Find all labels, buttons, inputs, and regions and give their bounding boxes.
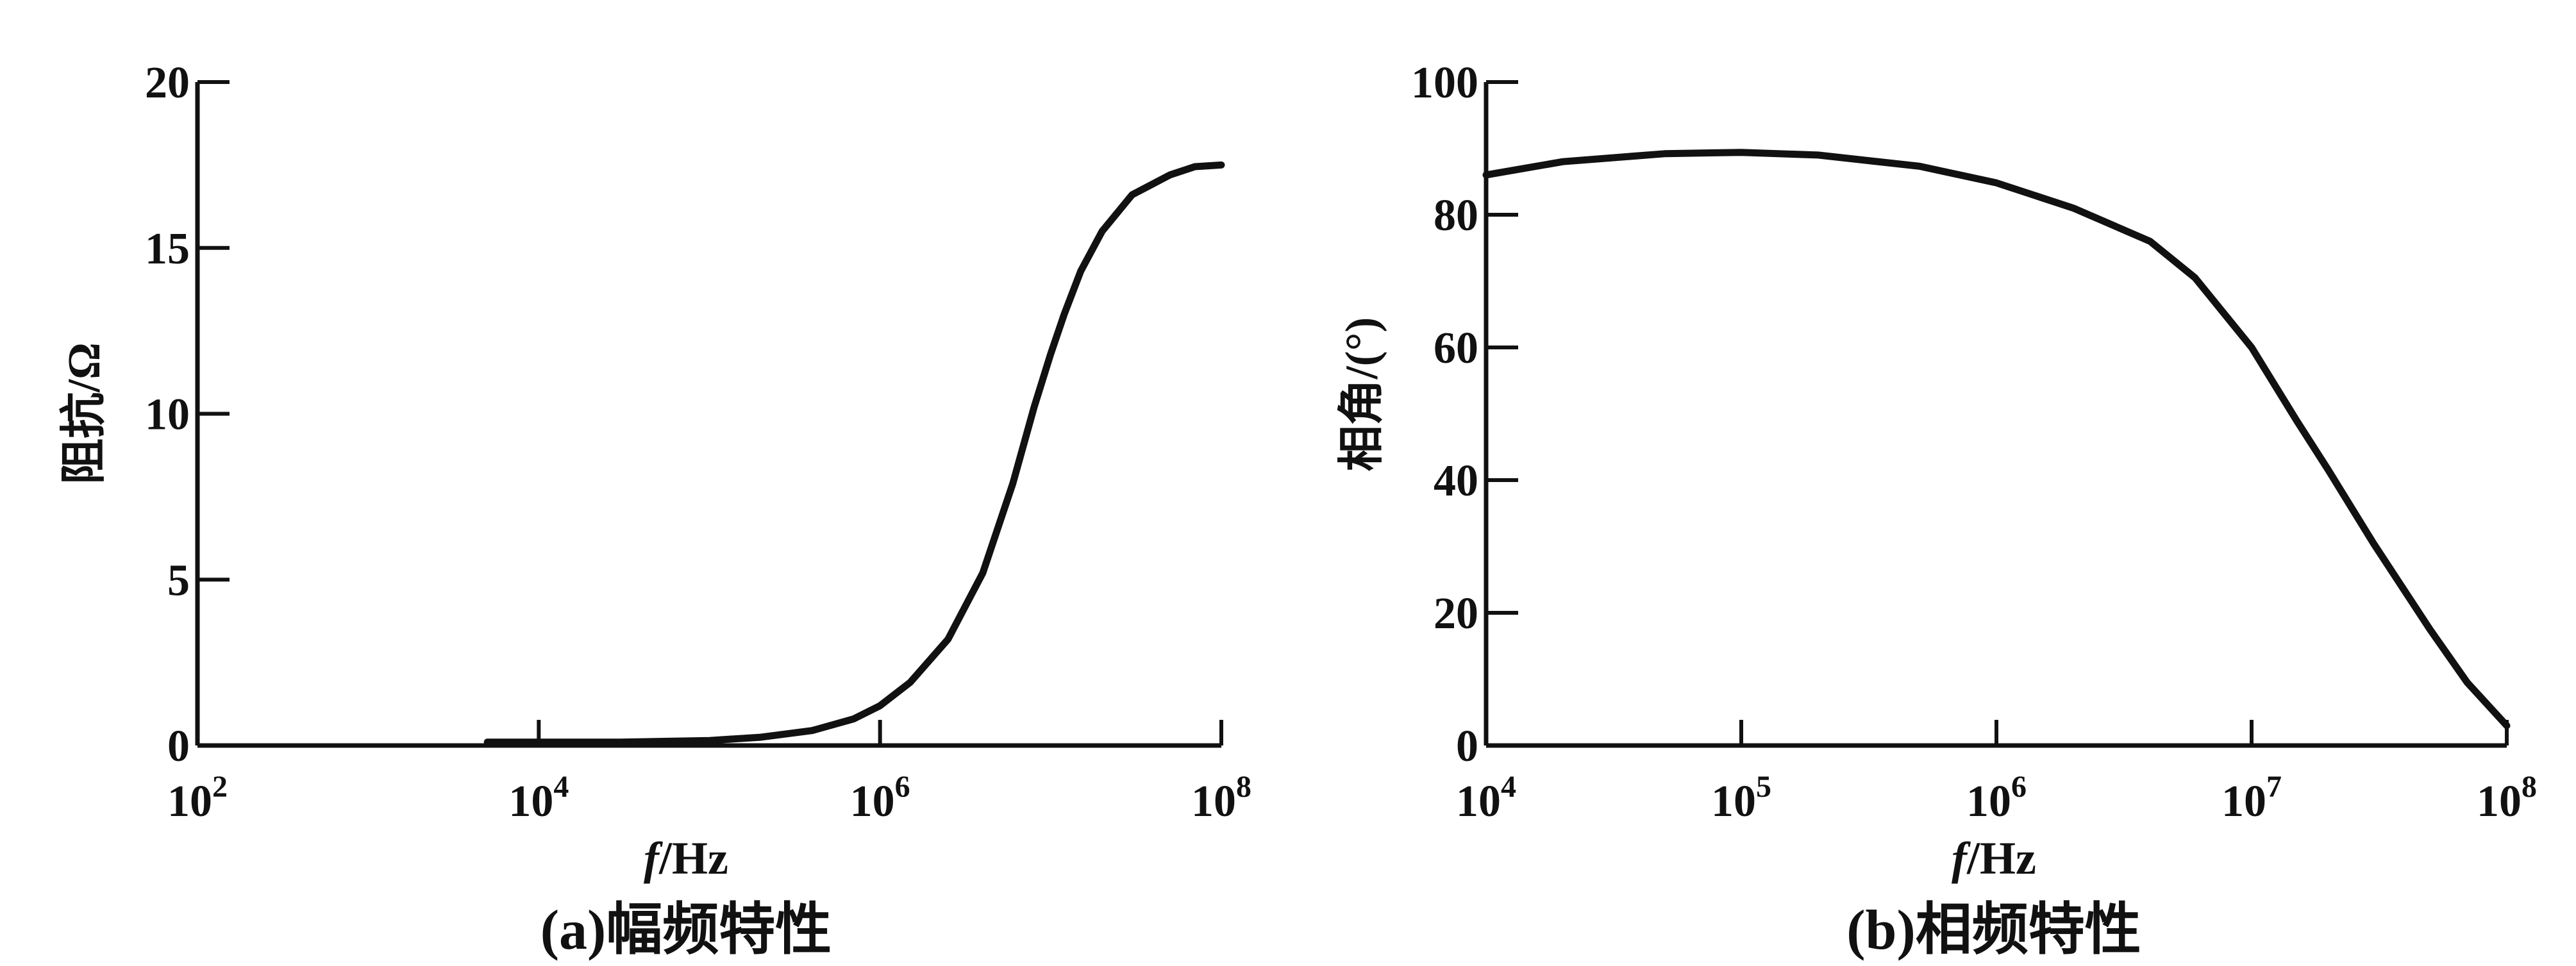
chart-panel-1: 0 5 10 15 20 102 104 106 108 阻抗/Ω f/Hz (a)幅频特性 (58, 58, 1251, 962)
x-tick-label: 108 (1191, 770, 1251, 826)
series-line-1 (483, 161, 1225, 746)
x-tick-label: 102 (167, 770, 228, 826)
y-tick-label: 60 (1434, 324, 1478, 373)
x-axis-title: f/Hz (644, 833, 728, 884)
x-tick-label: 107 (2221, 770, 2282, 826)
x-tick-label: 104 (508, 770, 569, 826)
y-tick-label: 100 (1411, 58, 1478, 108)
x-tick-label: 105 (1711, 770, 1771, 826)
x-tick-label: 106 (850, 770, 910, 826)
y-axis-title: 阻抗/Ω (58, 342, 110, 485)
y-tick-label: 80 (1434, 191, 1478, 240)
y-axis-title: 相角/(°) (1336, 317, 1387, 472)
y-tick-label: 15 (145, 224, 190, 274)
x-tick-label: 104 (1456, 770, 1516, 826)
x-tick-label: 106 (1966, 770, 2027, 826)
panel-caption: (b)相频特性 (1846, 899, 2141, 962)
y-tick-label: 10 (145, 390, 190, 440)
y-tick-label: 20 (145, 58, 190, 108)
y-tick-label: 0 (167, 722, 190, 771)
y-tick-label: 5 (167, 556, 190, 605)
x-tick-label: 108 (2477, 770, 2537, 826)
y-tick-label: 20 (1434, 589, 1478, 638)
y-tick-label: 0 (1456, 722, 1478, 771)
series-line-1 (1482, 149, 2511, 729)
x-axis-title: f/Hz (1952, 833, 2036, 884)
chart-panel-2: 0 20 40 60 80 100 104 105 106 107 108 相角/(°) f/Hz (b)… (1336, 58, 2537, 962)
panel-caption: (a)幅频特性 (540, 899, 832, 962)
y-tick-label: 40 (1434, 456, 1478, 506)
